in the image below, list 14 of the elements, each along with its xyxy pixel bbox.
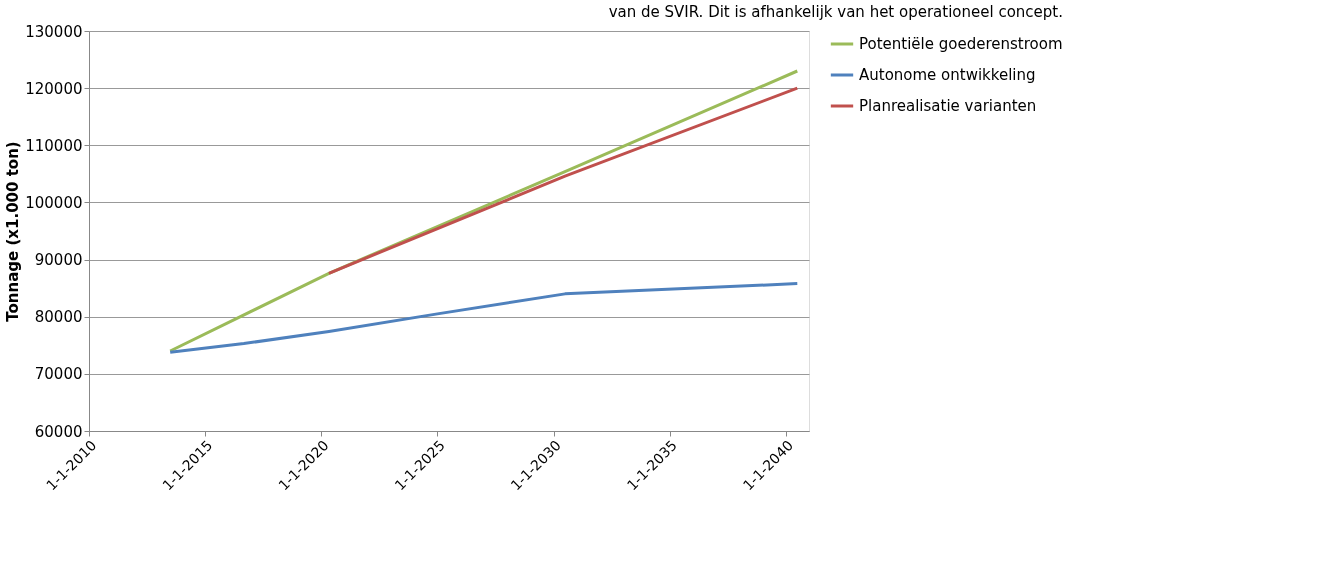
- y-tick-label: 90000: [34, 251, 83, 270]
- y-axis-title: Tonnage (x1.000 ton): [4, 141, 23, 322]
- y-tick-label: 80000: [34, 308, 83, 327]
- text: van de SVIR. Dit is afhankelijk van het operationeel concept.: [608, 3, 1063, 21]
- y-tick-label: 100000: [25, 193, 83, 212]
- y-tick-label: 110000: [25, 136, 83, 155]
- legend-label: Autonome ontwikkeling: [859, 66, 1036, 84]
- legend-label: Planrealisatie varianten: [859, 97, 1037, 115]
- y-tick-label: 130000: [25, 22, 83, 41]
- legend-label: Potentiële goederenstroom: [859, 35, 1063, 53]
- y-tick-label: 120000: [25, 79, 83, 98]
- y-tick-label: 60000: [34, 422, 83, 441]
- line-series: [168, 282, 799, 354]
- y-tick-label: 70000: [34, 365, 83, 384]
